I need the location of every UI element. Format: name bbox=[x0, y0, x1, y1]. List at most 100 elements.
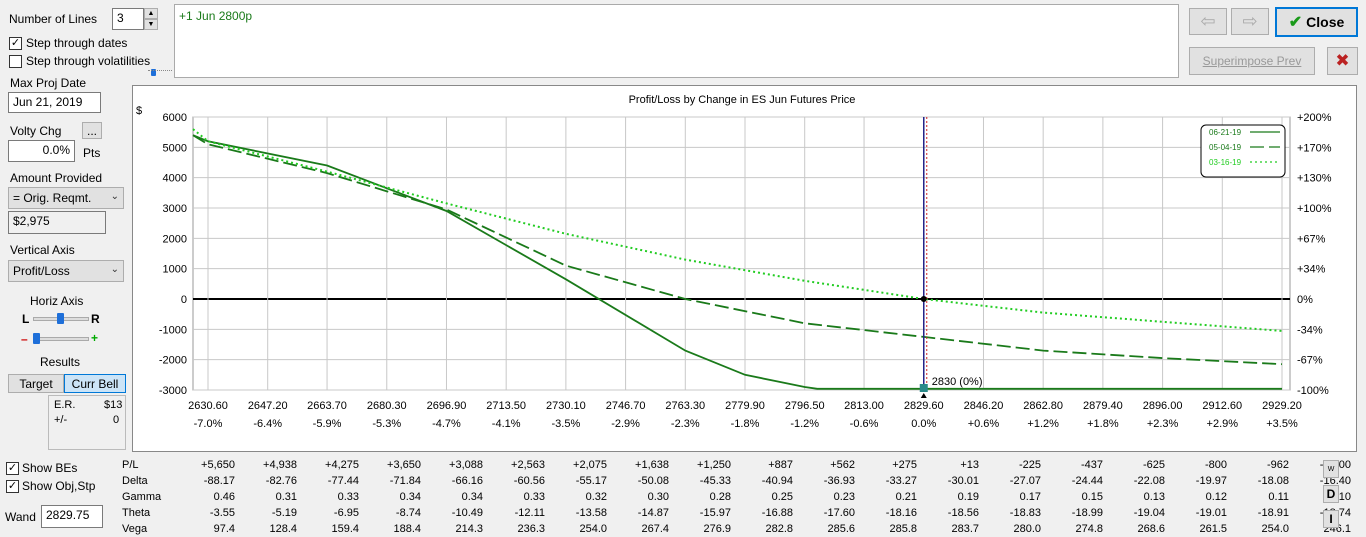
table-cell: 285.8 bbox=[889, 523, 917, 535]
x-tick-label: 2730.10 bbox=[546, 400, 586, 412]
table-row: Theta -3.55 -5.19 -6.95 -8.74 -10.49 -12.11 -13… bbox=[118, 505, 1351, 521]
max-proj-date-label: Max Proj Date bbox=[10, 76, 87, 90]
x-tick-label: 2680.30 bbox=[367, 400, 407, 412]
number-of-lines-label: Number of Lines bbox=[9, 12, 98, 26]
superimpose-prev-button[interactable]: Superimpose Prev bbox=[1189, 47, 1315, 75]
table-cell: 285.6 bbox=[827, 523, 855, 535]
table-cell: -18.56 bbox=[947, 507, 979, 519]
table-row: Vega 97.4 128.4 159.4 188.4 214.3 236.3 254.0 26… bbox=[118, 521, 1351, 537]
y-right-tick-label: -67% bbox=[1297, 355, 1323, 367]
x-tick-label: 2663.70 bbox=[307, 400, 347, 412]
y-tick-label: 6000 bbox=[163, 112, 187, 124]
wand-label: Wand bbox=[5, 510, 36, 524]
table-cell: 267.4 bbox=[641, 523, 669, 535]
close-x-button[interactable]: ✖ bbox=[1327, 47, 1358, 75]
vertical-axis-select[interactable]: Profit/Loss ⌄ bbox=[8, 260, 124, 282]
table-cell: 0.21 bbox=[895, 491, 917, 503]
wand-input[interactable]: 2829.75 bbox=[41, 505, 103, 528]
show-bes-checkbox[interactable]: ✓ bbox=[6, 462, 19, 475]
table-cell: -19.01 bbox=[1195, 507, 1227, 519]
table-cell: 128.4 bbox=[269, 523, 297, 535]
back-arrow-button[interactable]: ⇦ bbox=[1189, 8, 1227, 35]
x-pct-tick-label: 0.0% bbox=[911, 418, 936, 430]
spin-down-icon[interactable]: ▼ bbox=[144, 19, 158, 30]
current-price-arrow-icon bbox=[920, 393, 927, 398]
table-cell: 0.30 bbox=[647, 491, 669, 503]
table-cell: -66.16 bbox=[451, 475, 483, 487]
table-cell: -77.44 bbox=[327, 475, 359, 487]
table-cell: 282.8 bbox=[765, 523, 793, 535]
d-button[interactable]: D bbox=[1323, 485, 1339, 503]
i-button[interactable]: I bbox=[1323, 510, 1339, 528]
close-button[interactable]: ✔ Close bbox=[1275, 7, 1358, 37]
table-cell: -13.58 bbox=[575, 507, 607, 519]
table-cell: -24.44 bbox=[1071, 475, 1103, 487]
horiz-axis-thumb[interactable] bbox=[57, 313, 64, 324]
target-button[interactable]: Target bbox=[8, 374, 64, 393]
splitter-handle[interactable] bbox=[148, 70, 172, 76]
chevron-down-icon: ⌄ bbox=[110, 264, 119, 275]
width-toggle-button[interactable]: W bbox=[1323, 460, 1339, 478]
y-right-tick-label: +100% bbox=[1297, 203, 1332, 215]
table-cell: 0.23 bbox=[833, 491, 855, 503]
pm-label: +/- bbox=[54, 414, 68, 426]
volty-unit: Pts bbox=[83, 146, 101, 160]
step-dates-checkbox[interactable]: ✓ bbox=[9, 37, 22, 50]
table-cell: 0.32 bbox=[585, 491, 607, 503]
w-icon: W bbox=[1327, 465, 1335, 473]
table-cell: -40.94 bbox=[761, 475, 793, 487]
table-cell: 0.46 bbox=[213, 491, 235, 503]
step-vols-checkbox[interactable] bbox=[9, 55, 22, 68]
row-label: Gamma bbox=[122, 491, 162, 503]
max-proj-date-input[interactable]: Jun 21, 2019 bbox=[8, 92, 101, 113]
series-line-06-21-19 bbox=[192, 134, 1282, 390]
table-cell: +3,088 bbox=[449, 459, 483, 471]
x-pct-tick-label: +0.6% bbox=[968, 418, 1000, 430]
spin-up-icon[interactable]: ▲ bbox=[144, 8, 158, 19]
x-pct-tick-label: +2.3% bbox=[1147, 418, 1179, 430]
row-label: Theta bbox=[122, 507, 151, 519]
volty-options-button[interactable]: ... bbox=[82, 122, 102, 139]
x-pct-tick-label: -7.0% bbox=[194, 418, 223, 430]
x-pct-tick-label: -2.3% bbox=[671, 418, 700, 430]
x-pct-tick-label: -1.2% bbox=[790, 418, 819, 430]
amount-provided-select[interactable]: = Orig. Reqmt. ⌄ bbox=[8, 187, 124, 209]
y-right-tick-label: +67% bbox=[1297, 233, 1326, 245]
horiz-r-label: R bbox=[91, 312, 100, 326]
table-cell: -33.27 bbox=[885, 475, 917, 487]
table-cell: -19.97 bbox=[1195, 475, 1227, 487]
vertical-axis-label: Vertical Axis bbox=[10, 243, 75, 257]
x-tick-label: 2879.40 bbox=[1083, 400, 1123, 412]
table-cell: -1,100 bbox=[1289, 457, 1351, 473]
forward-arrow-button[interactable]: ⇨ bbox=[1231, 8, 1269, 35]
zoom-thumb[interactable] bbox=[33, 333, 40, 344]
position-text-area[interactable]: +1 Jun 2800p bbox=[174, 4, 1179, 78]
number-of-lines-input[interactable]: 3 bbox=[112, 8, 144, 30]
er-label: E.R. bbox=[54, 399, 76, 411]
table-cell: 0.34 bbox=[461, 491, 483, 503]
table-cell: -60.56 bbox=[513, 475, 545, 487]
y-tick-label: -3000 bbox=[159, 385, 187, 397]
greeks-table: P/L +5,650 +4,938 +4,275 +3,650 +3,088 +2,563 +… bbox=[118, 457, 1351, 537]
chart-title: Profit/Loss by Change in ES Jun Futures … bbox=[629, 94, 856, 106]
table-cell: +562 bbox=[830, 459, 855, 471]
show-obj-checkbox[interactable]: ✓ bbox=[6, 480, 19, 493]
vol-slider-thumb[interactable] bbox=[151, 69, 156, 76]
table-cell: -14.87 bbox=[637, 507, 669, 519]
x-pct-tick-label: -4.1% bbox=[492, 418, 521, 430]
legend-label: 03-16-19 bbox=[1209, 158, 1242, 167]
show-obj-label: Show Obj,Stp bbox=[22, 479, 96, 493]
vertical-axis-value: Profit/Loss bbox=[13, 264, 70, 278]
table-cell: +2,563 bbox=[511, 459, 545, 471]
y-tick-label: 4000 bbox=[163, 173, 187, 185]
minus-label: – bbox=[21, 332, 28, 346]
row-label: P/L bbox=[122, 459, 139, 471]
y-tick-label: 5000 bbox=[163, 142, 187, 154]
series-line-05-04-19 bbox=[192, 134, 1283, 366]
table-cell: -5.19 bbox=[271, 507, 297, 519]
curr-bell-button[interactable]: Curr Bell bbox=[64, 374, 126, 393]
table-cell: -16.40 bbox=[1319, 475, 1351, 487]
x-pct-tick-label: -4.7% bbox=[432, 418, 461, 430]
volty-chg-input[interactable]: 0.0% bbox=[8, 140, 75, 162]
